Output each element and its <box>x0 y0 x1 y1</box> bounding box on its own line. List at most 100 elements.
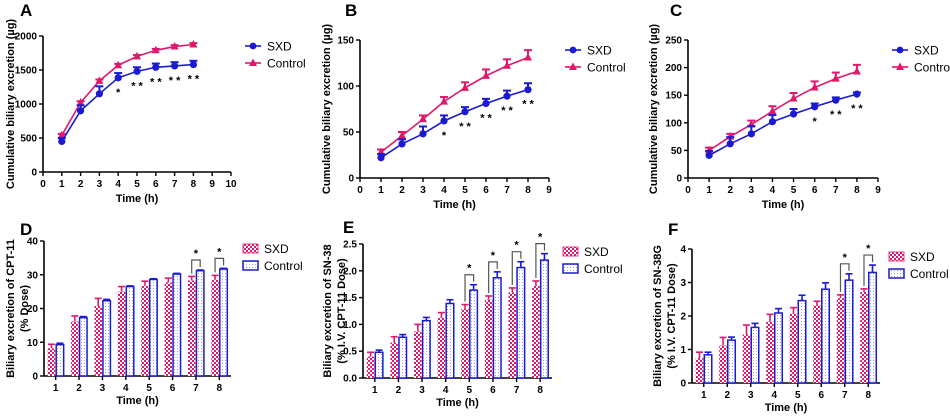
x-tick-label: 10 <box>225 179 237 190</box>
x-tick-label: 3 <box>420 185 426 196</box>
x-tick-label: 5 <box>795 390 801 401</box>
significance-label: * * <box>501 105 513 117</box>
data-point <box>77 107 85 115</box>
x-tick-label: 2 <box>396 385 402 396</box>
significance-label: * * <box>131 80 143 92</box>
panel-d: D 0 10 20 30 40 Biliary excretion of CPT-11 (% … <box>5 220 303 407</box>
legend-label: SXD <box>584 245 609 259</box>
data-point <box>398 131 406 139</box>
data-point <box>114 74 122 82</box>
bar <box>55 343 65 377</box>
significance-label: * <box>538 232 543 244</box>
y-tick-label: 0 <box>32 372 38 383</box>
significance-label: * * <box>830 109 842 121</box>
y-tick-label: 4 <box>680 245 686 256</box>
x-tick-label: 9 <box>546 185 552 196</box>
significance-label: * <box>467 263 472 275</box>
x-tick-label: 8 <box>217 383 223 394</box>
x-tick-label: 5 <box>134 179 140 190</box>
bar <box>437 317 446 378</box>
y-axis-title: Cumulative biliary excretion (µg) <box>5 19 17 189</box>
x-tick-label: 4 <box>770 185 776 196</box>
significance-bracket <box>839 263 850 292</box>
data-point <box>189 40 198 48</box>
y-tick-label: 30 <box>27 270 39 281</box>
data-point <box>789 94 798 102</box>
legend-label: SXD <box>264 242 289 256</box>
x-tick-label: 1 <box>53 383 59 394</box>
y-tick-label: 150 <box>665 91 682 102</box>
series-control <box>57 40 198 139</box>
data-point <box>95 90 103 98</box>
bar <box>414 331 422 378</box>
x-tick-label: 9 <box>875 185 881 196</box>
legend-label: Control <box>264 259 303 273</box>
y-axis-title-line2: (% I.V. CPT-11 Dose) <box>666 263 678 369</box>
x-axis-title: Time (h) <box>762 199 805 211</box>
y-tick-label: 150 <box>337 36 354 47</box>
x-tick-label: 8 <box>191 179 197 190</box>
significance-label: * <box>194 248 199 260</box>
legend-swatch <box>242 260 259 271</box>
series-control <box>55 267 229 377</box>
x-tick-label: 4 <box>443 385 449 396</box>
x-tick-label: 3 <box>97 179 103 190</box>
y-tick-label: 0 <box>676 174 682 185</box>
x-tick-label: 2 <box>78 179 84 190</box>
bar <box>774 312 784 384</box>
bar <box>727 339 737 384</box>
bar <box>516 266 526 379</box>
data-point <box>503 61 511 69</box>
bar <box>141 285 149 376</box>
bar <box>172 273 182 377</box>
y-axis-title: Cumulative biliary excretion (µg) <box>648 24 660 194</box>
legend-marker-triangle <box>249 58 257 66</box>
significance-label: * <box>843 252 848 264</box>
x-tick-label: 0 <box>40 179 46 190</box>
x-tick-label: 4 <box>771 390 777 401</box>
y-tick-label: 2.5 <box>343 240 357 251</box>
legend-label: SXD <box>914 44 939 58</box>
bar <box>508 292 517 378</box>
bar <box>211 279 219 376</box>
x-tick-label: 1 <box>378 185 384 196</box>
panel-label: A <box>20 1 32 20</box>
legend-label: Control <box>267 57 306 71</box>
x-tick-label: 8 <box>854 185 860 196</box>
y-tick-label: 50 <box>343 128 355 139</box>
legend: SXD Control <box>892 44 950 75</box>
data-point <box>189 60 197 69</box>
legend-label: SXD <box>267 40 292 54</box>
data-point <box>768 118 777 126</box>
x-tick-label: 3 <box>749 185 755 196</box>
x-tick-label: 0 <box>685 185 691 196</box>
x-tick-label: 4 <box>115 179 121 190</box>
bar <box>125 285 135 377</box>
y-axis-title-line1: Biliary excretion of SN-38 <box>322 244 334 377</box>
y-tick-label: 2000 <box>15 32 38 43</box>
x-tick-label: 7 <box>833 185 839 196</box>
y-axis-title-line2: (% I.V. CPT-11 Dose) <box>336 258 348 364</box>
y-tick-label: 20 <box>27 304 39 315</box>
data-point <box>789 110 798 118</box>
bar <box>164 282 173 376</box>
x-axis-title: Time (h) <box>765 402 808 414</box>
x-axis-title: Time (h) <box>116 193 159 205</box>
bar <box>860 291 868 383</box>
panel-label: E <box>343 218 354 237</box>
x-tick-label: 0 <box>357 185 363 196</box>
data-point <box>151 45 160 54</box>
series-sxd <box>366 280 540 378</box>
x-tick-label: 1 <box>59 179 65 190</box>
legend-swatch <box>242 243 259 254</box>
significance-label: * * <box>169 75 181 87</box>
series-sxd <box>47 274 219 376</box>
panel-label: B <box>345 1 357 20</box>
bar <box>797 299 807 384</box>
data-point <box>133 67 141 75</box>
significance-label: * * <box>522 99 534 111</box>
y-tick-label: 0 <box>680 379 686 390</box>
